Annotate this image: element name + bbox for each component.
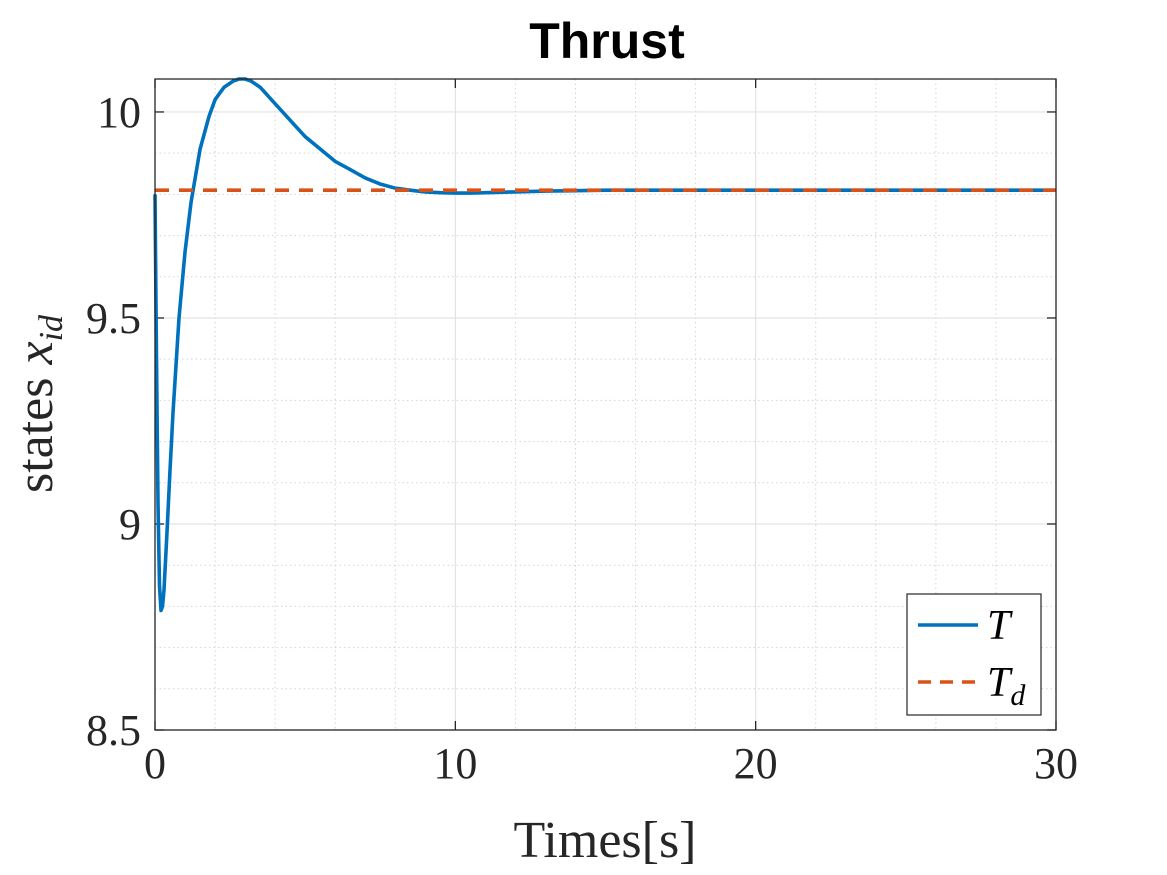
y-axis-label-text: states	[7, 365, 64, 494]
y-axis-label-math: x	[7, 341, 64, 365]
series-lines	[153, 77, 1056, 613]
y-axis-label-subscript: id	[33, 314, 70, 341]
y-tick-label: 8.5	[86, 706, 141, 755]
legend: TTd	[906, 593, 1042, 716]
y-tick-label: 10	[97, 88, 141, 137]
chart-title: Thrust	[529, 13, 685, 69]
legend-box	[906, 593, 1042, 716]
x-tick-label: 0	[144, 739, 166, 788]
legend-label-t-d: Td	[987, 660, 1026, 712]
tick-labels: 0 10 20 30 8.5 9 9.5 10	[86, 88, 1078, 788]
y-axis-label: states xid	[7, 314, 70, 493]
y-tick-label: 9.5	[86, 294, 141, 343]
x-tick-label: 30	[1034, 739, 1078, 788]
x-tick-label: 20	[734, 739, 778, 788]
x-tick-label: 10	[433, 739, 477, 788]
legend-label-main: T	[987, 603, 1013, 649]
x-axis-label: Times[s]	[513, 812, 696, 869]
series-line-t	[153, 77, 1056, 613]
legend-label-main: T	[987, 660, 1013, 706]
plot-border	[154, 78, 1057, 731]
legend-label-t: T	[987, 603, 1013, 649]
y-tick-label: 9	[119, 500, 141, 549]
plot-area	[155, 79, 1056, 730]
legend-label-subscript: d	[1010, 679, 1026, 712]
